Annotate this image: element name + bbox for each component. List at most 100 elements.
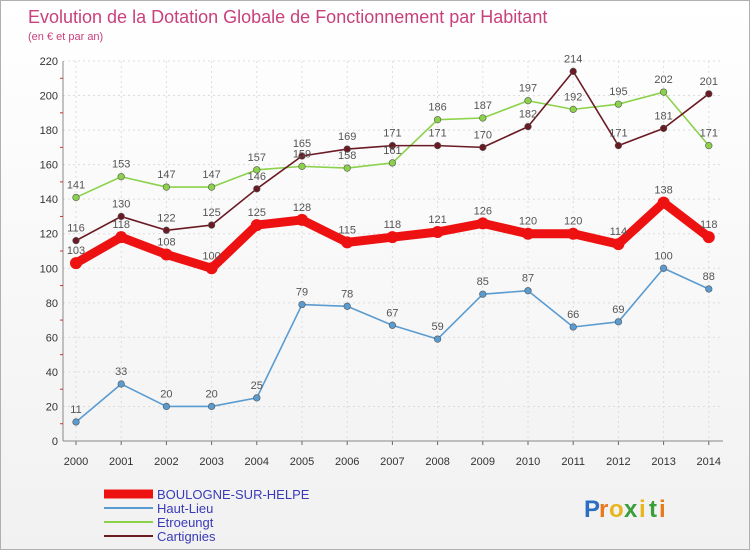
data-point-etroeungt [253, 166, 261, 174]
data-point-haut-lieu [253, 394, 261, 402]
data-label-boulogne-sur-helpe: 115 [338, 224, 356, 236]
data-label-etroeungt: 157 [248, 152, 266, 164]
data-label-etroeungt: 202 [654, 74, 672, 86]
data-point-boulogne-sur-helpe [341, 236, 354, 249]
data-label-boulogne-sur-helpe: 126 [474, 205, 492, 217]
data-point-cartignies [253, 185, 261, 193]
data-point-boulogne-sur-helpe [476, 217, 489, 230]
data-point-cartignies [117, 212, 125, 221]
y-tick-label: 140 [40, 194, 58, 206]
data-point-boulogne-sur-helpe [70, 257, 82, 270]
data-point-etroeungt [162, 183, 170, 191]
data-point-cartignies [72, 237, 80, 245]
y-tick-label: 200 [40, 91, 58, 103]
data-label-etroeungt: 187 [474, 100, 492, 112]
brand-letter: x [624, 496, 638, 523]
data-label-haut-lieu: 79 [296, 287, 308, 299]
series-layer [70, 67, 715, 426]
brand-letter: r [599, 496, 608, 523]
x-tick-label: 2014 [697, 456, 721, 468]
x-tick-label: 2005 [290, 456, 314, 468]
data-label-boulogne-sur-helpe: 118 [700, 219, 718, 231]
data-point-etroeungt [524, 97, 532, 105]
data-label-haut-lieu: 59 [431, 321, 443, 333]
brand-letter: i [639, 496, 646, 523]
y-tick-label: 220 [40, 56, 58, 68]
data-point-boulogne-sur-helpe [612, 238, 625, 251]
data-point-haut-lieu [162, 402, 170, 411]
brand-letter: P [584, 496, 600, 523]
data-label-boulogne-sur-helpe: 100 [202, 250, 220, 262]
data-label-etroeungt: 171 [700, 128, 718, 140]
x-tick-label: 2006 [335, 456, 359, 468]
x-tick-label: 2007 [380, 456, 404, 468]
data-label-cartignies: 171 [609, 128, 627, 140]
data-label-haut-lieu: 100 [654, 250, 672, 262]
data-point-haut-lieu [614, 318, 623, 326]
data-point-haut-lieu [434, 335, 442, 343]
data-label-etroeungt: 192 [564, 91, 582, 103]
data-point-etroeungt [298, 162, 306, 170]
brand-letter: i [659, 496, 666, 523]
data-label-boulogne-sur-helpe: 118 [384, 219, 402, 231]
data-point-cartignies [479, 143, 487, 151]
data-label-haut-lieu: 20 [160, 388, 172, 400]
data-label-boulogne-sur-helpe: 125 [248, 207, 266, 219]
legend-item-label: Etroeungt [157, 515, 214, 530]
data-point-boulogne-sur-helpe [702, 231, 715, 244]
data-label-cartignies: 130 [112, 198, 130, 210]
data-point-haut-lieu [659, 264, 668, 272]
data-label-boulogne-sur-helpe: 108 [157, 236, 175, 248]
x-tick-label: 2009 [471, 456, 495, 468]
data-point-cartignies [434, 142, 442, 150]
data-point-etroeungt [479, 114, 487, 122]
data-label-boulogne-sur-helpe: 120 [564, 216, 582, 228]
data-point-etroeungt [117, 173, 125, 181]
data-label-etroeungt: 186 [428, 102, 446, 114]
legend-item-label: Cartignies [157, 529, 216, 544]
data-label-etroeungt: 158 [338, 150, 356, 162]
data-point-etroeungt [434, 116, 442, 124]
data-point-cartignies [343, 145, 351, 153]
y-tick-label: 120 [40, 229, 58, 241]
data-point-boulogne-sur-helpe [160, 248, 173, 261]
data-point-etroeungt [705, 142, 713, 150]
data-point-boulogne-sur-helpe [296, 213, 308, 226]
data-label-haut-lieu: 20 [205, 388, 217, 400]
x-tick-label: 2011 [561, 456, 585, 468]
brand-letter: t [649, 496, 657, 523]
data-label-etroeungt: 197 [519, 83, 537, 95]
data-point-cartignies [208, 221, 216, 229]
data-label-etroeungt: 195 [609, 86, 627, 98]
data-point-cartignies [388, 142, 397, 150]
data-label-cartignies: 165 [293, 138, 311, 150]
data-point-boulogne-sur-helpe [205, 262, 218, 275]
brand-letter: o [609, 496, 624, 523]
data-label-boulogne-sur-helpe: 121 [428, 214, 446, 226]
data-label-haut-lieu: 88 [703, 271, 715, 283]
data-point-etroeungt [659, 88, 668, 96]
data-point-haut-lieu [117, 380, 125, 388]
data-label-boulogne-sur-helpe: 103 [67, 245, 85, 257]
data-label-cartignies: 146 [248, 171, 266, 183]
data-point-boulogne-sur-helpe [657, 196, 670, 209]
legend-item-label: BOULOGNE-SUR-HELPE [157, 487, 310, 502]
data-point-etroeungt [208, 183, 216, 191]
data-point-boulogne-sur-helpe [250, 219, 263, 232]
data-label-cartignies: 116 [67, 223, 85, 235]
data-point-cartignies [162, 226, 170, 234]
data-point-boulogne-sur-helpe [386, 231, 399, 244]
y-tick-label: 100 [40, 263, 58, 275]
data-label-haut-lieu: 85 [477, 276, 489, 288]
data-label-etroeungt: 159 [293, 148, 311, 160]
data-point-etroeungt [343, 164, 351, 172]
data-point-haut-lieu [705, 285, 713, 293]
data-label-cartignies: 201 [700, 76, 718, 88]
data-label-haut-lieu: 25 [251, 380, 263, 392]
data-point-haut-lieu [343, 302, 351, 310]
data-point-cartignies [524, 123, 532, 131]
data-point-etroeungt [569, 105, 577, 113]
x-tick-label: 2003 [199, 456, 223, 468]
data-label-boulogne-sur-helpe: 118 [112, 219, 130, 231]
